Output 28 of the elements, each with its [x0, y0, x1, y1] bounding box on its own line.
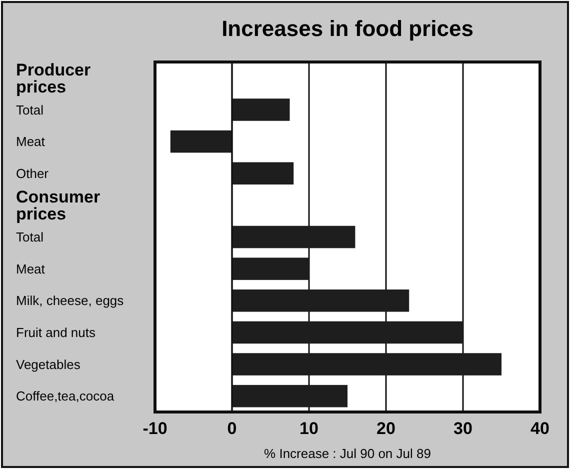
bar — [232, 162, 294, 184]
x-axis-title: % Increase : Jul 90 on Jul 89 — [264, 446, 431, 461]
bar — [232, 226, 356, 248]
bar — [232, 384, 348, 408]
bar — [232, 98, 290, 121]
y-tick-label: Producer prices — [16, 60, 92, 96]
bar — [232, 353, 502, 376]
y-tick-label: Total — [16, 230, 44, 245]
y-tick-label: Total — [16, 102, 44, 118]
y-tick-label: Meat — [16, 134, 46, 150]
x-tick-label: 0 — [227, 419, 237, 438]
bar — [232, 258, 309, 280]
y-tick-label: Other — [16, 166, 50, 181]
x-tick-label: 20 — [376, 419, 396, 438]
bar — [170, 130, 232, 153]
bar — [232, 321, 463, 344]
y-tick-label: Milk, cheese, eggs — [16, 293, 124, 308]
y-tick-label: Coffee,tea,cocoa — [16, 388, 115, 404]
x-tick-label: -10 — [142, 419, 168, 438]
y-tick-label: Fruit and nuts — [16, 325, 96, 340]
x-tick-label: 30 — [454, 419, 472, 438]
x-tick-label: 10 — [300, 419, 318, 438]
chart-title: Increases in food prices — [222, 16, 474, 41]
y-tick-label: Meat — [16, 261, 46, 276]
y-tick-label: Vegetables — [16, 356, 81, 372]
y-tick-label: Consumer prices — [16, 188, 100, 224]
bar — [232, 290, 410, 312]
x-tick-label: 40 — [530, 419, 550, 438]
